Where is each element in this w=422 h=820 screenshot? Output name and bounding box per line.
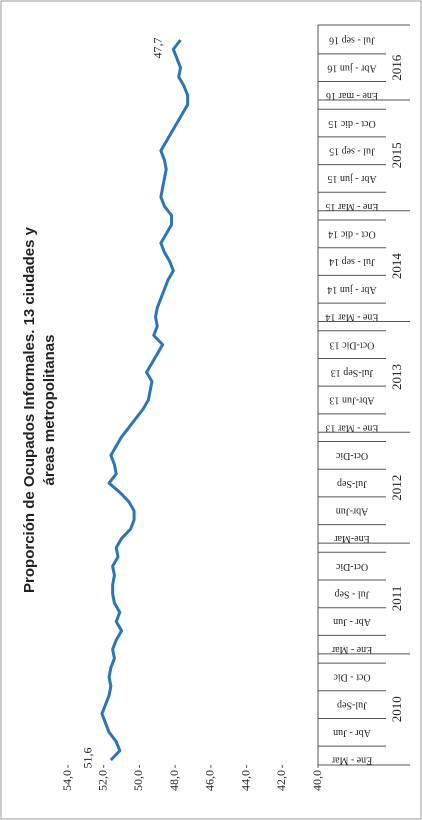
y-tick-label: 40,0 (310, 770, 324, 791)
x-tick-label: Ene - Mar (331, 644, 372, 655)
year-label: 2016 (389, 54, 404, 81)
y-tick-label: 48,0 (167, 770, 181, 791)
year-label: 2013 (389, 364, 404, 390)
x-tick-label: Abr - Jun (333, 727, 371, 738)
data-label: 47,7 (150, 38, 164, 59)
year-label: 2012 (389, 475, 404, 501)
y-tick-label: 42,0 (274, 770, 288, 791)
year-label: 2015 (389, 142, 404, 168)
x-tick-label: Abr - jun 14 (327, 284, 376, 295)
x-tick-label: Abr-Jun 13 (329, 395, 374, 406)
x-tick-label: Oct - Dic (333, 672, 371, 683)
year-label: 2011 (389, 586, 404, 612)
chart-title: Proporción de Ocupados Informales. 13 ci… (21, 226, 58, 593)
x-tick-label: Ene - Mar 13 (325, 422, 378, 433)
year-label: 2014 (389, 253, 404, 280)
x-tick-label: Oct-Dic (335, 450, 368, 461)
y-tick-label: 46,0 (203, 770, 217, 791)
x-tick-label: Ene - mar 16 (326, 90, 378, 101)
x-tick-label: Jul - sep 16 (329, 35, 375, 46)
year-label: 2010 (389, 696, 404, 722)
x-tick-label: Oct - dic 15 (328, 118, 376, 129)
x-tick-label: Abr-Jun (336, 505, 369, 516)
x-tick-label: Ene - Mar (331, 755, 372, 766)
x-tick-label: Jul-Sep 13 (331, 367, 374, 378)
x-tick-label: Jul-Sep (337, 478, 367, 489)
x-tick-label: Jul-Sep (337, 699, 367, 710)
data-label: 51,6 (81, 748, 95, 769)
x-tick-label: Oct - dic 14 (328, 229, 376, 240)
y-tick-label: 50,0 (131, 770, 145, 791)
x-tick-label: Ene - Mar 15 (325, 201, 378, 212)
x-tick-label: Ene-Mar (334, 533, 370, 544)
y-tick-label: 52,0 (95, 770, 109, 791)
x-tick-label: Abr - Jun (333, 616, 371, 627)
x-tick-label: Jul - Sep (335, 589, 370, 600)
series-line (100, 39, 190, 762)
x-tick-label: Oct-Dic (335, 561, 368, 572)
x-tick-label: Oct-Dic 13 (330, 339, 375, 350)
x-tick-label: Jul - sep 15 (329, 145, 375, 156)
rotated-plot: Proporción de Ocupados Informales. 13 ci… (21, 24, 410, 791)
x-tick-label: Ene - Mar 14 (325, 312, 378, 323)
x-tick-label: Abr - jun 15 (327, 173, 376, 184)
y-tick-label: 44,0 (238, 770, 252, 791)
y-tick-label: 54,0 (60, 770, 74, 791)
x-tick-label: Abr - jun 16 (327, 62, 376, 73)
x-tick-label: Jul - sep 14 (329, 256, 375, 267)
